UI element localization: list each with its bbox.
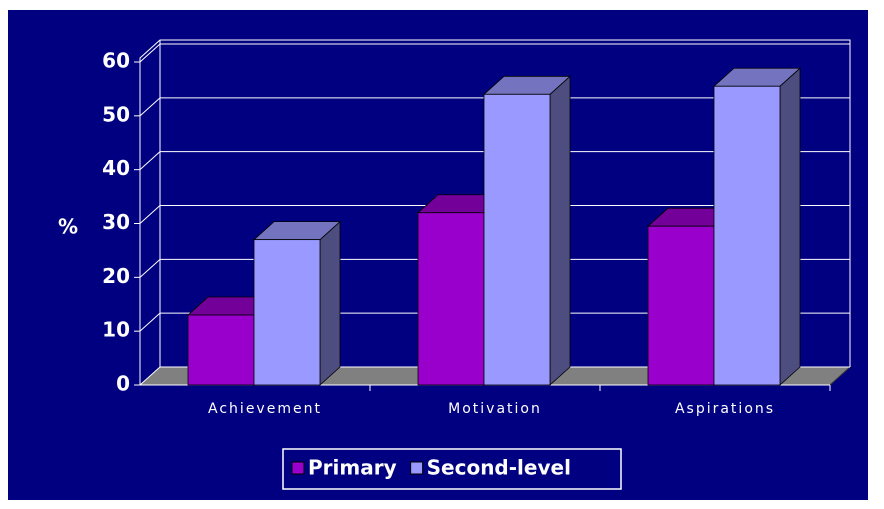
y-tick-label: 60: [102, 49, 130, 73]
bar-side: [319, 220, 341, 386]
x-tick-label: Aspirations: [675, 401, 775, 417]
legend-label: Primary: [308, 456, 397, 480]
x-tick-label: Motivation: [448, 401, 542, 417]
bar: [253, 239, 321, 386]
grid-line: [139, 205, 850, 224]
bar-side: [779, 67, 801, 386]
y-tick-label: 40: [102, 156, 130, 180]
y-axis-label: %: [58, 215, 78, 239]
legend-box: [282, 448, 622, 490]
grid-line: [139, 258, 850, 278]
y-tick-label: 20: [102, 264, 130, 288]
grid-line: [139, 97, 850, 117]
bar: [647, 225, 715, 386]
legend-swatch: [410, 461, 424, 475]
y-tick-label: 30: [102, 210, 130, 234]
y-tick-label: 0: [116, 372, 130, 396]
x-tick-label: Achievement: [208, 401, 322, 417]
legend-label: Second-level: [427, 456, 571, 480]
bar: [483, 93, 551, 386]
grid-line: [139, 151, 850, 171]
grid-line: [139, 312, 850, 332]
bar: [417, 212, 485, 386]
bar-side: [549, 75, 571, 386]
y-tick-label: 50: [102, 102, 130, 126]
bar: [713, 85, 781, 386]
bar: [187, 314, 255, 386]
legend-swatch: [291, 461, 305, 475]
grid-line: [139, 43, 850, 63]
y-tick-label: 10: [102, 318, 130, 342]
grid-line: [139, 366, 850, 386]
